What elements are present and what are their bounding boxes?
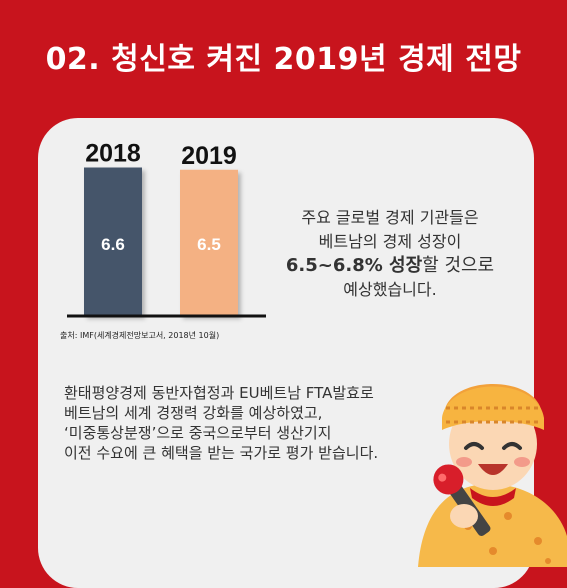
value-label-2018: 6.6 bbox=[101, 235, 125, 254]
category-label-2019: 2019 bbox=[181, 142, 237, 170]
growth-summary: 주요 글로벌 경제 기관들은 베트남의 경제 성장이 6.5~6.8% 성장할 … bbox=[255, 206, 525, 302]
body-line: 환태평양경제 동반자협정과 EU베트남 FTA발효로 bbox=[64, 384, 374, 402]
chart-source-note: 출처: IMF(세계경제전망보고서, 2018년 10월) bbox=[60, 331, 220, 340]
summary-highlight: 6.5~6.8% 성장 bbox=[285, 255, 423, 276]
value-label-2019: 6.5 bbox=[197, 235, 221, 254]
summary-line-1: 주요 글로벌 경제 기관들은 bbox=[301, 208, 479, 227]
cartoon-singer-with-microphone-icon bbox=[418, 384, 567, 567]
body-line: 베트남의 세계 경쟁력 강화를 예상하였고, bbox=[64, 404, 323, 422]
page-title: 02. 청신호 켜진 2019년 경제 전망 bbox=[45, 42, 522, 77]
bar-2019 bbox=[180, 169, 238, 316]
body-paragraph: 환태평양경제 동반자협정과 EU베트남 FTA발효로 베트남의 세계 경쟁력 강… bbox=[64, 383, 464, 463]
body-line: ‘미중통상분쟁’으로 중국으로부터 생산기지 bbox=[64, 424, 332, 442]
summary-line-3-rest: 할 것으로 bbox=[422, 255, 495, 276]
summary-line-2: 베트남의 경제 성장이 bbox=[318, 232, 462, 251]
category-label-2018: 2018 bbox=[85, 140, 141, 168]
summary-line-3: 6.5~6.8% 성장할 것으로 bbox=[255, 254, 525, 278]
body-line: 이전 수요에 큰 혜택을 받는 국가로 평가 받습니다. bbox=[64, 444, 379, 462]
gdp-growth-bar-chart: 2018 6.6 2019 6.5 bbox=[67, 140, 266, 318]
summary-line-4: 예상했습니다. bbox=[343, 280, 437, 299]
bar-2018 bbox=[84, 167, 142, 316]
